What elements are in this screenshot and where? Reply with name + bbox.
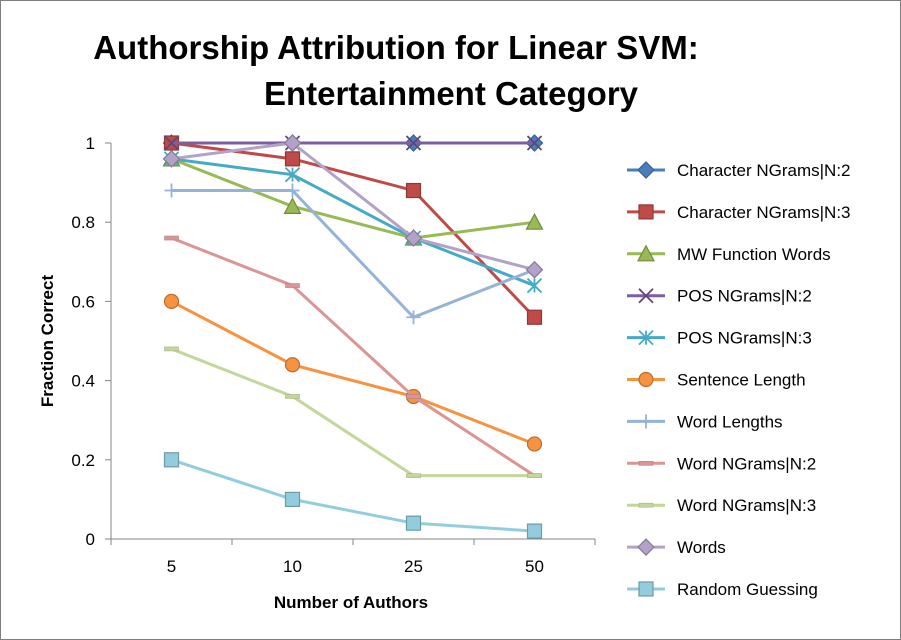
- data-point: [283, 134, 302, 152]
- legend-label: MW Function Words: [677, 245, 831, 264]
- legend-swatch-marker: [638, 329, 654, 346]
- x-axis-title: Number of Authors: [274, 593, 428, 612]
- series-line: [171, 458, 535, 533]
- series-line: [171, 157, 536, 287]
- y-tick-label: 0.6: [71, 292, 95, 311]
- data-point: [525, 212, 544, 230]
- legend-label: Character NGrams|N:2: [677, 161, 851, 180]
- legend-swatch-marker: [637, 538, 655, 556]
- legend-swatch-marker: [638, 288, 654, 304]
- data-point: [285, 394, 300, 399]
- y-tick-label: 0.2: [71, 451, 95, 470]
- legend-item: MW Function Words: [627, 244, 831, 264]
- legend-label: Character NGrams|N:3: [677, 203, 851, 222]
- legend-label: Word Lengths: [677, 412, 783, 431]
- data-point: [406, 310, 421, 325]
- data-point: [526, 277, 543, 294]
- legend-swatch-marker: [638, 460, 654, 466]
- data-point: [284, 491, 301, 507]
- series-layer: [162, 134, 544, 539]
- y-axis-title: Fraction Correct: [38, 275, 57, 408]
- legend-item: POS NGrams|N:2: [627, 287, 812, 306]
- legend-swatch-marker: [638, 371, 654, 388]
- legend-item: Word NGrams|N:2: [627, 454, 816, 473]
- data-point: [163, 293, 180, 309]
- legend-label: Sentence Length: [677, 371, 806, 390]
- series-8: [164, 346, 542, 478]
- data-point: [164, 346, 179, 352]
- series-line: [170, 157, 535, 240]
- data-point: [405, 182, 422, 199]
- legend-swatch-marker: [638, 204, 654, 220]
- axes: 0 0.2 0.4 0.6 0.8 1 5 10 25 50: [71, 134, 596, 576]
- x-tick-label: 5: [167, 557, 176, 576]
- data-point: [284, 167, 301, 183]
- legend-label: Random Guessing: [677, 580, 818, 599]
- legend-swatch-marker: [639, 414, 653, 429]
- y-tick-label: 0: [86, 530, 95, 549]
- series-3: [163, 135, 543, 151]
- series-7: [164, 235, 542, 478]
- data-point: [285, 183, 300, 198]
- data-point: [163, 135, 180, 151]
- data-point: [164, 235, 179, 241]
- legend-swatch-marker: [636, 244, 656, 262]
- series-line: [170, 300, 536, 446]
- legend: Character NGrams|N:2 Character NGrams|N:3…: [627, 161, 851, 599]
- data-point: [526, 309, 543, 325]
- legend-swatch-marker: [638, 581, 654, 597]
- chart-title-line-1: Authorship Attribution for Linear SVM:: [93, 29, 699, 66]
- legend-label: Word NGrams|N:3: [677, 496, 816, 515]
- series-6: [164, 183, 542, 325]
- legend-item: Words: [627, 538, 726, 557]
- legend-swatch-marker: [638, 502, 654, 508]
- y-tick-label: 1: [86, 134, 95, 153]
- y-tick-label: 0.4: [71, 372, 95, 391]
- data-point: [162, 149, 181, 168]
- legend-item: Word NGrams|N:3: [627, 496, 816, 515]
- legend-item: Character NGrams|N:3: [627, 203, 851, 222]
- data-point: [164, 183, 179, 198]
- x-tick-label: 50: [525, 557, 544, 576]
- series-line: [171, 141, 535, 272]
- data-point: [526, 135, 543, 151]
- series-10: [163, 452, 543, 539]
- chart-title-line-2: Entertainment Category: [264, 75, 639, 112]
- data-point: [526, 436, 543, 452]
- data-point: [404, 229, 423, 247]
- data-point: [283, 197, 302, 214]
- data-point: [163, 452, 180, 468]
- series-9: [162, 134, 544, 279]
- y-tick-label: 0.8: [71, 213, 95, 232]
- data-point: [284, 357, 301, 373]
- data-point: [526, 523, 543, 539]
- x-tick-label: 25: [404, 557, 423, 576]
- legend-item: Character NGrams|N:2: [627, 161, 851, 180]
- legend-label: POS NGrams|N:2: [677, 287, 812, 306]
- legend-label: Words: [677, 538, 726, 557]
- legend-label: POS NGrams|N:3: [677, 329, 812, 348]
- legend-item: Word Lengths: [627, 412, 783, 431]
- legend-swatch-marker: [637, 161, 655, 179]
- data-point: [285, 283, 300, 288]
- legend-item: Random Guessing: [627, 580, 818, 599]
- series-line: [171, 189, 536, 319]
- data-point: [525, 260, 544, 279]
- data-point: [405, 515, 422, 531]
- legend-item: Sentence Length: [627, 371, 806, 390]
- x-tick-label: 10: [283, 557, 302, 576]
- data-point: [405, 135, 422, 151]
- data-point: [406, 473, 421, 478]
- series-5: [163, 293, 543, 452]
- legend-item: POS NGrams|N:3: [627, 329, 812, 348]
- series-line: [170, 236, 536, 477]
- data-point: [284, 151, 301, 167]
- legend-label: Word NGrams|N:2: [677, 454, 816, 473]
- data-point: [406, 394, 421, 399]
- data-point: [527, 473, 542, 478]
- series-line: [170, 347, 535, 478]
